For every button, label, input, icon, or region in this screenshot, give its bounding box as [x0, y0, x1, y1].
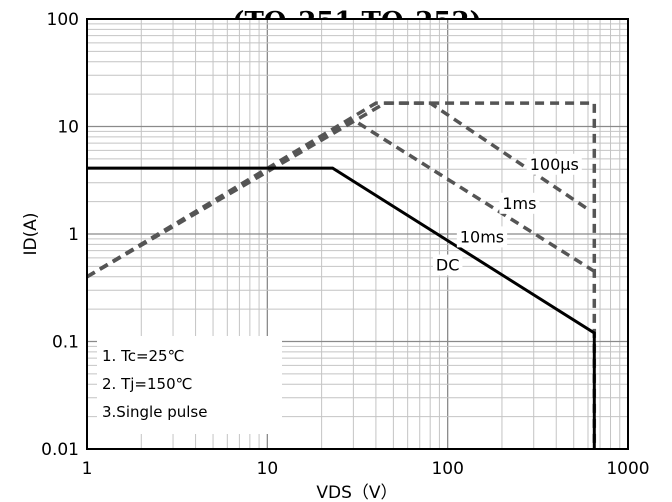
y-tick-label-4: 100	[47, 10, 79, 30]
note-line-0: 1. Tc=25℃	[102, 347, 184, 365]
curve-label-bg-1	[499, 192, 540, 214]
series-line-3	[87, 166, 596, 449]
x-axis-label: VDS（V）	[316, 483, 397, 502]
x-tick-label-1: 10	[257, 459, 279, 479]
curve-label-3: DC	[436, 256, 460, 275]
note-line-1: 2. Tj=150℃	[102, 375, 192, 393]
curve-label-bg-0	[526, 153, 582, 175]
y-axis-label: ID(A)	[21, 213, 41, 256]
y-tick-label-2: 1	[68, 225, 79, 245]
note-line-2: 3.Single pulse	[102, 403, 207, 421]
notes-box: 1. Tc=25℃ 2. Tj=150℃ 3.Single pulse	[97, 336, 282, 434]
x-tick-label-3: 1000	[606, 459, 649, 479]
x-tick-label-2: 100	[431, 459, 463, 479]
curve-label-0: 100µs	[530, 155, 579, 174]
y-tick-label-0: 0.01	[41, 440, 79, 460]
y-tick-label-1: 0.1	[52, 333, 79, 353]
series-group	[87, 101, 597, 449]
curve-label-bg-2	[456, 226, 508, 248]
curve-label-1: 1ms	[502, 194, 536, 213]
plot-frame	[86, 18, 629, 450]
notes-bg	[97, 336, 282, 434]
curve-label-2: 10ms	[460, 227, 504, 246]
y-tick-label-3: 10	[57, 118, 79, 138]
curve-label-bg-3	[432, 254, 463, 276]
x-tick-label-0: 1	[82, 459, 93, 479]
series-line-2	[87, 117, 596, 279]
tick-labels: 1 10 100 1000 0.01 0.1 1 10 100	[41, 10, 649, 479]
